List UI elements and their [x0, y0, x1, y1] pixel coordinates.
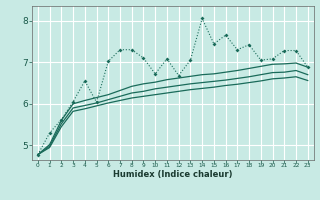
X-axis label: Humidex (Indice chaleur): Humidex (Indice chaleur) — [113, 170, 233, 179]
